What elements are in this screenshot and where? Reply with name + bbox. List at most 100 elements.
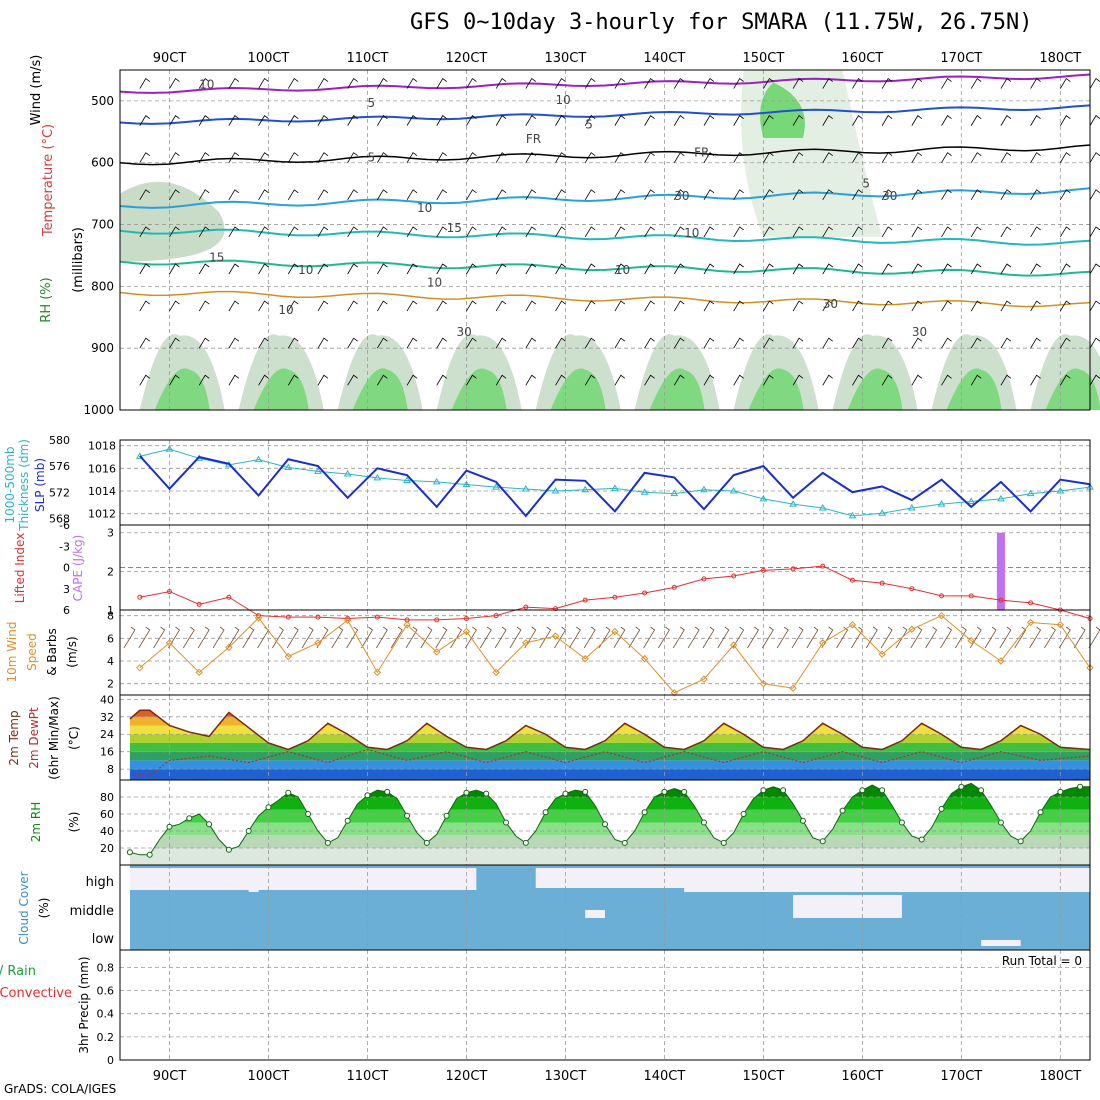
wind-barb — [733, 337, 744, 349]
wind-barb — [198, 115, 210, 126]
wind-barb — [1059, 226, 1071, 238]
wind-barb — [1000, 337, 1012, 349]
lifted-index-point — [849, 577, 855, 583]
rh-point — [542, 809, 549, 816]
lifted-index-point — [582, 597, 588, 603]
wind-barb — [941, 263, 952, 275]
wind-barb — [169, 189, 180, 201]
wind-barb — [852, 337, 863, 349]
temp-band — [129, 760, 1090, 770]
wind-barb — [406, 189, 418, 201]
y-tick-label: 2 — [107, 565, 114, 578]
wind-barb — [954, 626, 967, 649]
y-tick-label: 40 — [100, 825, 114, 838]
wind-barb — [495, 77, 507, 89]
wind-barb — [465, 626, 477, 649]
rh-band — [129, 835, 1090, 848]
wind-speed-point — [700, 675, 708, 683]
lifted-index-point — [939, 593, 945, 599]
wind-barb — [406, 152, 418, 163]
thickness-line — [139, 448, 1091, 517]
wind-barb — [1089, 115, 1100, 126]
wind-barb — [525, 77, 537, 89]
x-tick-label-bottom: 100CT — [248, 1069, 290, 1084]
wind-barb — [792, 152, 804, 163]
wind-barb — [1030, 374, 1041, 386]
x-tick-label-top: 160CT — [841, 51, 883, 66]
wind-barb — [377, 189, 388, 201]
panel-side-label: (°C) — [67, 726, 81, 750]
wind-barb — [852, 77, 863, 89]
wind-barb — [198, 152, 210, 163]
rh-point — [859, 787, 866, 794]
rh-shade — [1045, 368, 1100, 410]
thickness-line-point — [403, 476, 411, 484]
y-tick-label: 8 — [107, 610, 114, 623]
wind-barb — [1089, 337, 1100, 349]
wind-barb — [1058, 626, 1071, 649]
wind-barb — [287, 337, 299, 349]
wind-speed-point — [551, 632, 560, 640]
wind-barb — [466, 337, 477, 349]
wind-speed-point — [878, 650, 886, 658]
x-tick-label-top: 180CT — [1039, 51, 1081, 66]
rh-point — [582, 788, 589, 795]
wind-barb — [182, 626, 195, 649]
wind-speed-point — [522, 639, 530, 647]
wind-barb — [822, 77, 833, 89]
rh-shade — [154, 368, 210, 410]
wind-barb — [287, 77, 299, 89]
wind-barb — [911, 77, 923, 89]
wind-barb — [436, 300, 447, 312]
wind-barb — [1089, 300, 1100, 312]
wind-barb — [1030, 115, 1041, 126]
wind-barb — [880, 626, 893, 649]
wind-barb — [466, 226, 477, 238]
wind-speed-point — [462, 627, 471, 636]
wind-barb — [347, 337, 358, 349]
wind-barb — [865, 626, 878, 649]
wind-barb — [881, 152, 893, 163]
wind-barb — [169, 115, 180, 126]
thickness-line-point — [432, 477, 441, 485]
y-tick-label: 0.4 — [97, 1008, 115, 1021]
wind-barb — [852, 152, 863, 163]
rh-point — [780, 787, 787, 794]
wind-barb — [317, 300, 329, 312]
thickness-line-point — [551, 487, 560, 494]
contour-label: 10 — [556, 93, 571, 107]
wind-barb — [390, 626, 403, 649]
wind-barb — [509, 626, 522, 649]
wind-barb — [406, 263, 418, 275]
rh-point — [819, 838, 826, 845]
cloud-level-label: low — [92, 932, 115, 947]
x-tick-label-bottom: 180CT — [1039, 1069, 1081, 1084]
wind-barb — [911, 189, 923, 201]
rh-point — [146, 851, 153, 858]
wind-barb — [375, 626, 388, 649]
wind-barb — [228, 300, 240, 312]
lifted-index-point — [166, 589, 172, 595]
wind-barb — [881, 77, 893, 89]
y-tick-label: 700 — [91, 218, 114, 232]
wind-barb — [822, 226, 833, 238]
wind-barb — [227, 626, 240, 649]
wind-barb — [822, 374, 833, 386]
wind-barb — [1059, 337, 1071, 349]
panel-side-label: Speed — [25, 633, 39, 671]
wind-barb — [836, 626, 849, 649]
wind-barb — [895, 626, 908, 649]
cloud-clear — [684, 868, 1090, 892]
x-tick-label-top: 150CT — [742, 51, 784, 66]
wind-barb — [792, 226, 804, 238]
wind-barb — [317, 77, 329, 89]
y-tick-label: 576 — [49, 460, 70, 473]
wind-barb — [881, 263, 893, 275]
wind-barb — [436, 152, 447, 163]
wind-barb — [1000, 263, 1012, 275]
wind-barb — [1030, 226, 1041, 238]
wind-barb — [301, 626, 314, 649]
y-tick-label: -6 — [59, 519, 70, 532]
wind-barb — [258, 374, 269, 386]
